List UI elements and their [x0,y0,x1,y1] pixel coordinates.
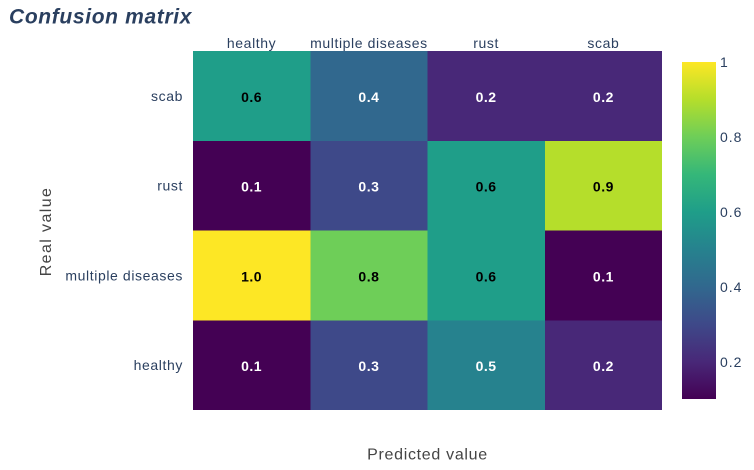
svg-text:0.1: 0.1 [241,358,262,374]
svg-text:0.8: 0.8 [720,129,742,145]
svg-text:rust: rust [473,35,499,51]
svg-text:0.4: 0.4 [720,279,742,295]
svg-text:0.1: 0.1 [593,268,614,284]
svg-text:0.5: 0.5 [476,358,497,374]
svg-text:0.2: 0.2 [720,354,742,370]
svg-text:rust: rust [157,178,183,194]
svg-text:healthy: healthy [134,357,183,373]
svg-text:0.1: 0.1 [241,179,262,195]
svg-text:0.2: 0.2 [476,89,497,105]
svg-text:scab: scab [151,88,183,104]
svg-text:scab: scab [587,35,619,51]
svg-text:Predicted value: Predicted value [367,447,488,464]
svg-text:multiple diseases: multiple diseases [65,267,183,283]
svg-text:0.2: 0.2 [593,89,614,105]
svg-text:Confusion matrix: Confusion matrix [9,6,193,29]
svg-text:0.6: 0.6 [476,268,497,284]
svg-text:0.6: 0.6 [720,204,742,220]
svg-text:0.2: 0.2 [593,358,614,374]
svg-text:1: 1 [720,54,729,70]
svg-text:multiple diseases: multiple diseases [310,35,428,51]
svg-text:0.3: 0.3 [358,179,379,195]
svg-text:0.9: 0.9 [593,179,614,195]
svg-text:0.6: 0.6 [476,179,497,195]
svg-text:0.4: 0.4 [358,89,379,105]
svg-text:0.8: 0.8 [358,268,379,284]
svg-text:0.3: 0.3 [358,358,379,374]
svg-text:Real value: Real value [38,187,55,277]
svg-text:0.6: 0.6 [241,89,262,105]
svg-text:healthy: healthy [227,35,276,51]
svg-text:1.0: 1.0 [241,268,262,284]
